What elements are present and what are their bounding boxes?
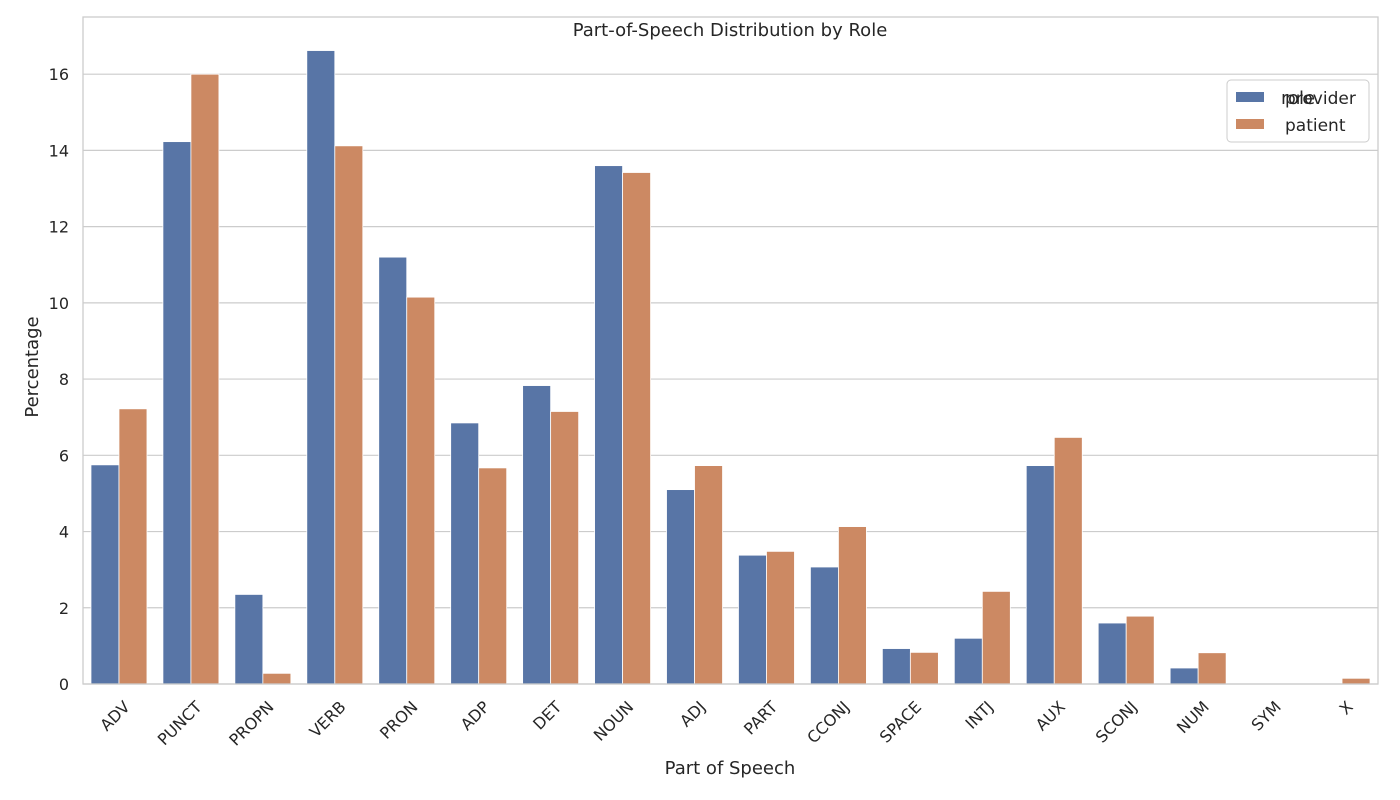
bar-patient-det xyxy=(550,411,580,685)
y-axis-ticks: 0 2 4 6 8 10 12 14 16 xyxy=(49,65,69,694)
bar-patient-intj xyxy=(981,590,1011,685)
y-tick-label: 8 xyxy=(59,370,69,389)
y-tick-label: 4 xyxy=(59,523,69,542)
legend-swatch-patient xyxy=(1236,119,1264,129)
x-axis-label: Part of Speech xyxy=(665,758,796,779)
bar-provider-adv xyxy=(90,464,120,685)
bar-patient-aux xyxy=(1053,437,1083,685)
bar-provider-verb xyxy=(306,50,336,685)
bar-provider-intj xyxy=(953,637,983,685)
bar-patient-x xyxy=(1341,677,1371,685)
x-tick-label-num: NUM xyxy=(1173,697,1213,737)
plot-frame xyxy=(82,16,1379,685)
x-axis-ticks: ADV PUNCT PROPN VERB PRON ADP DET NOUN ADJ PART CC… xyxy=(96,697,1357,750)
bar-patient-adv xyxy=(118,408,148,685)
legend-label-patient: patient xyxy=(1285,116,1346,136)
bars xyxy=(90,50,1371,685)
x-tick-label-propn: PROPN xyxy=(225,697,277,749)
bar-provider-det xyxy=(522,385,552,685)
x-tick-label-intj: INTJ xyxy=(962,697,997,732)
x-tick-label-sym: SYM xyxy=(1248,697,1285,734)
x-tick-label-aux: AUX xyxy=(1032,697,1069,734)
bar-provider-sconj xyxy=(1097,622,1127,685)
x-tick-label-adp: ADP xyxy=(457,697,494,734)
y-tick-label: 6 xyxy=(59,446,69,465)
bar-patient-adj xyxy=(694,465,723,685)
bar-provider-pron xyxy=(378,256,408,685)
x-tick-label-space: SPACE xyxy=(876,697,925,746)
x-tick-label-x: X xyxy=(1336,697,1357,718)
bar-provider-punct xyxy=(162,141,192,685)
bar-provider-space xyxy=(881,648,911,685)
bar-provider-num xyxy=(1169,667,1199,685)
bar-provider-adp xyxy=(450,422,480,685)
bar-provider-part xyxy=(738,554,767,685)
bar-patient-num xyxy=(1197,652,1227,685)
bar-provider-aux xyxy=(1025,465,1055,685)
bar-provider-propn xyxy=(234,594,264,685)
x-tick-label-part: PART xyxy=(740,697,781,738)
bar-provider-cconj xyxy=(810,566,839,685)
legend-swatch-provider xyxy=(1236,92,1264,102)
x-tick-label-pron: PRON xyxy=(376,697,421,742)
x-tick-label-adv: ADV xyxy=(96,697,133,734)
x-tick-label-det: DET xyxy=(529,697,565,733)
x-tick-label-sconj: SCONJ xyxy=(1092,697,1141,746)
bar-patient-adp xyxy=(478,467,508,685)
y-tick-label: 12 xyxy=(49,218,69,237)
bar-patient-propn xyxy=(262,672,292,685)
bar-provider-adj xyxy=(666,489,695,685)
chart-title: Part-of-Speech Distribution by Role xyxy=(573,20,888,41)
bar-provider-noun xyxy=(594,165,623,685)
bar-patient-noun xyxy=(622,172,651,685)
bar-patient-sconj xyxy=(1125,615,1155,685)
x-tick-label-cconj: CCONJ xyxy=(803,697,853,747)
y-tick-label: 16 xyxy=(49,65,69,84)
x-tick-label-noun: NOUN xyxy=(590,697,638,745)
legend-label-provider: provider xyxy=(1285,89,1356,109)
bar-patient-space xyxy=(909,651,939,685)
bar-patient-verb xyxy=(334,145,364,685)
x-tick-label-verb: VERB xyxy=(306,697,350,741)
bar-patient-part xyxy=(766,550,795,685)
y-tick-label: 14 xyxy=(49,141,69,160)
y-tick-label: 10 xyxy=(49,294,69,313)
bar-patient-pron xyxy=(406,296,436,685)
x-tick-label-adj: ADJ xyxy=(676,697,709,730)
x-tick-label-punct: PUNCT xyxy=(154,697,206,749)
y-tick-label: 0 xyxy=(59,675,69,694)
legend: role provider patient xyxy=(1226,79,1370,143)
y-tick-label: 2 xyxy=(59,599,69,618)
bar-patient-cconj xyxy=(838,526,867,685)
bar-patient-punct xyxy=(190,73,220,685)
grid-lines xyxy=(83,73,1378,685)
y-axis-label: Percentage xyxy=(22,316,43,417)
legend-title: role xyxy=(1281,88,1315,109)
